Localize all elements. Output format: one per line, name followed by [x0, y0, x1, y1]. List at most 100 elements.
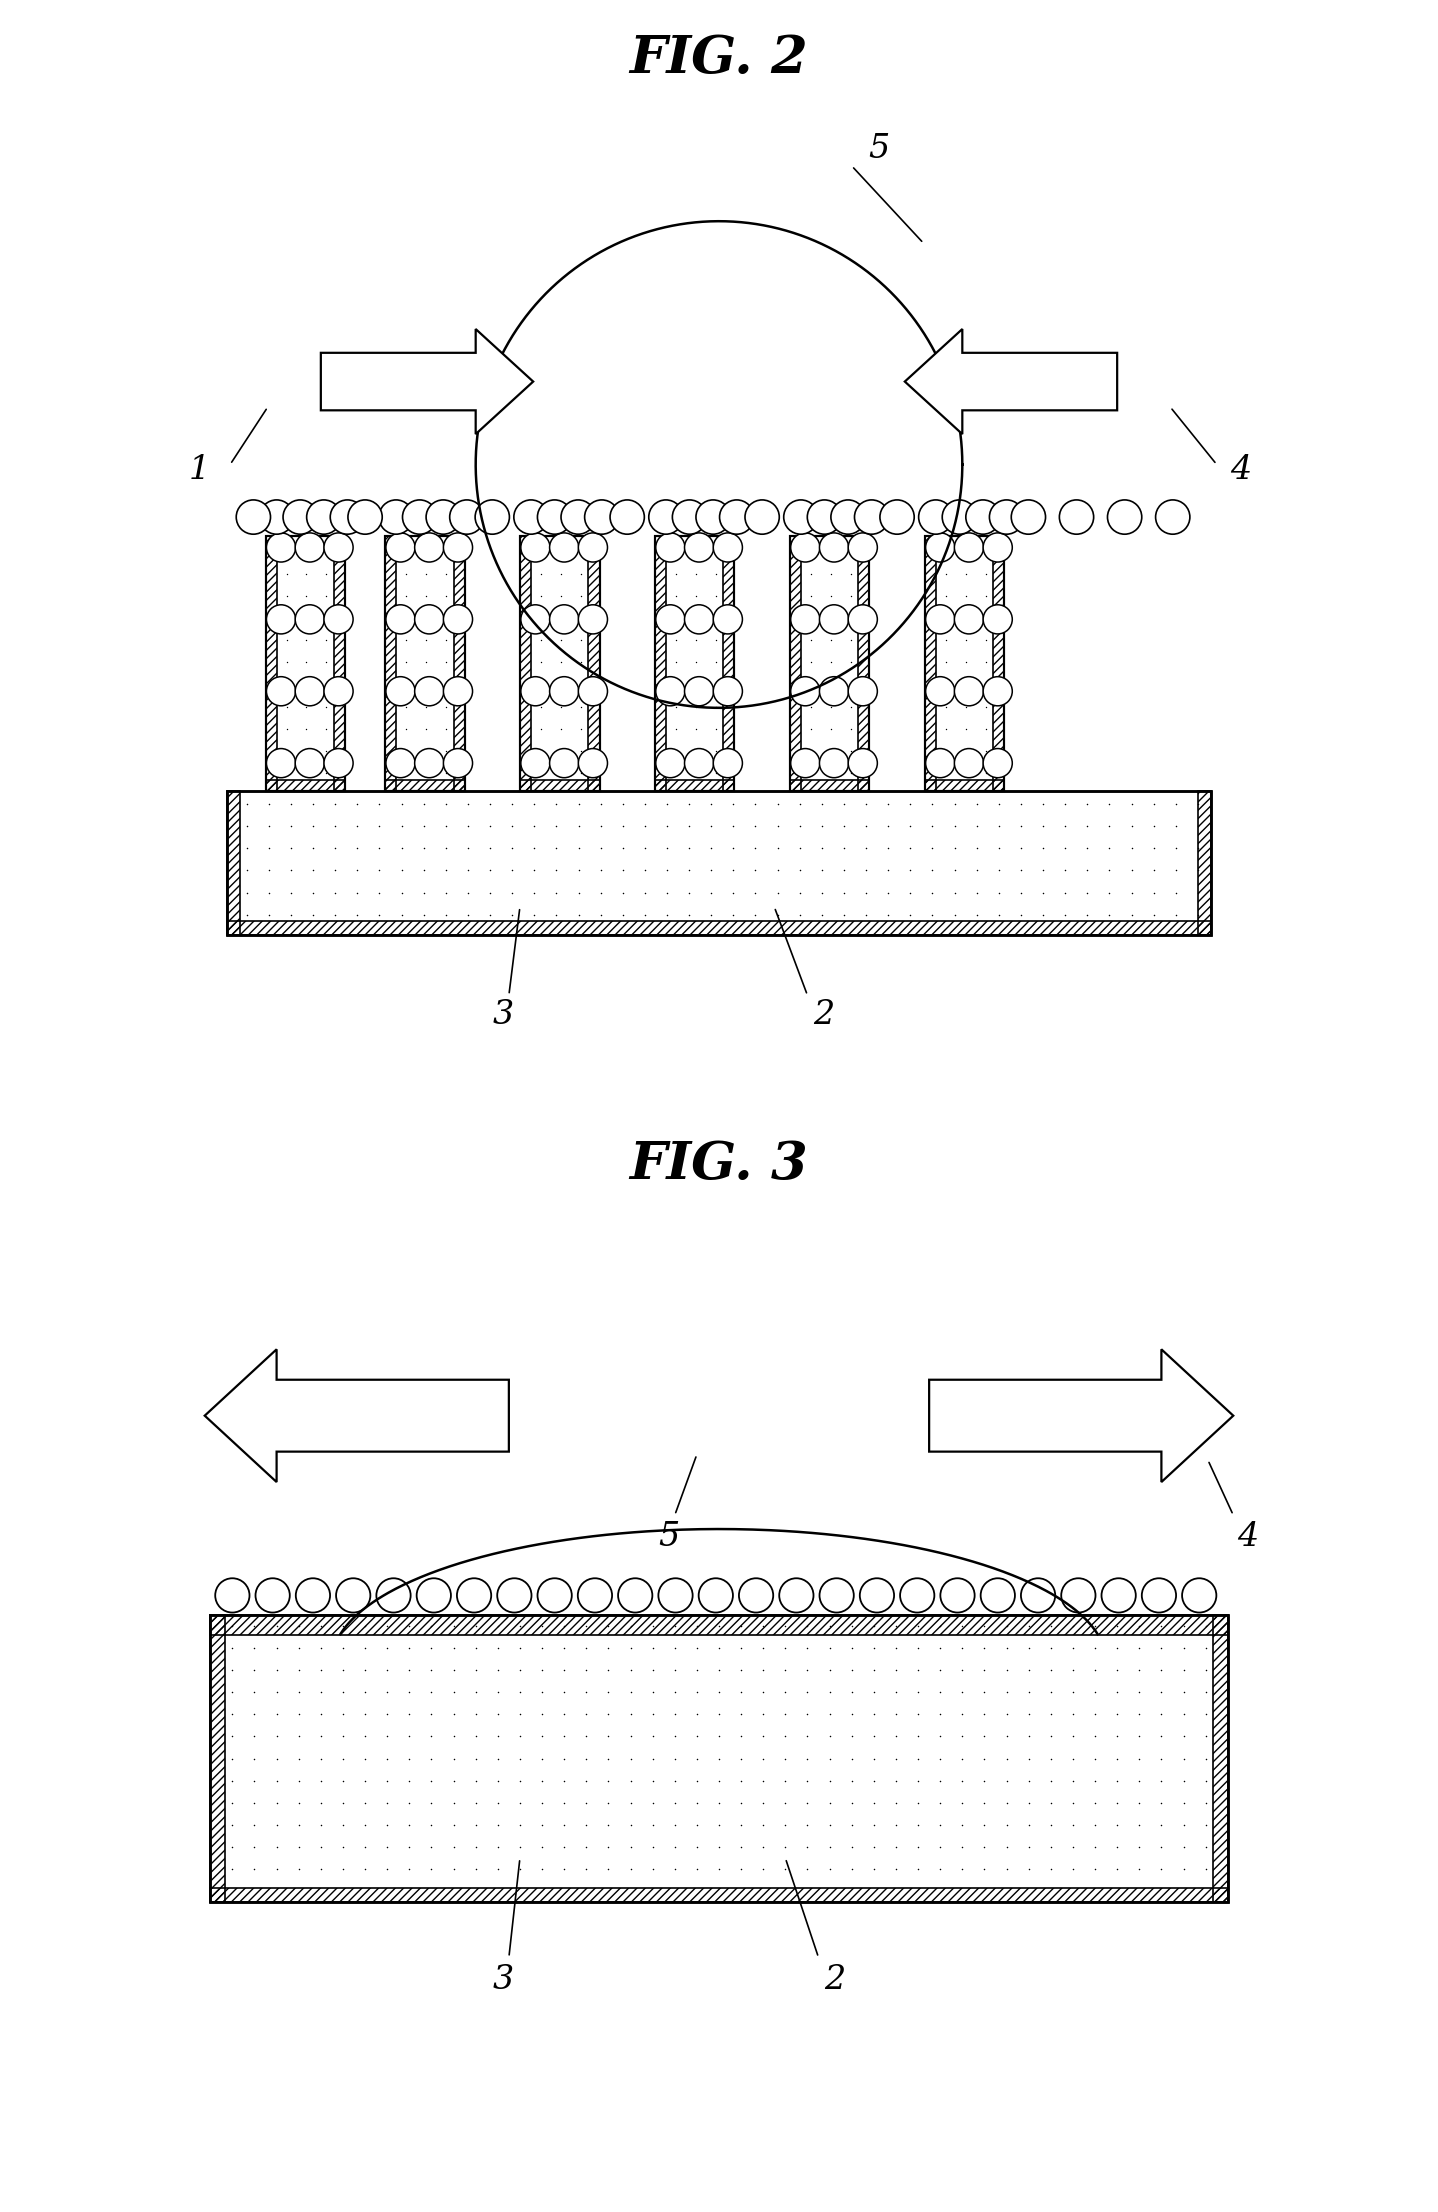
Circle shape [713, 677, 742, 706]
Circle shape [940, 1579, 975, 1613]
Bar [334, 535, 345, 792]
Circle shape [324, 677, 354, 706]
Circle shape [236, 500, 270, 533]
Text: 3: 3 [493, 1964, 513, 1995]
Circle shape [443, 677, 473, 706]
Circle shape [414, 604, 444, 635]
Circle shape [578, 748, 607, 779]
Circle shape [684, 748, 713, 779]
Circle shape [295, 677, 325, 706]
Circle shape [699, 1579, 733, 1613]
Circle shape [820, 748, 848, 779]
Bar [925, 535, 1004, 792]
Text: 5: 5 [869, 133, 890, 166]
Bar [789, 535, 801, 792]
Circle shape [1156, 500, 1189, 533]
Circle shape [779, 1579, 814, 1613]
Circle shape [696, 500, 731, 533]
Bar [266, 781, 345, 792]
Circle shape [1102, 1579, 1136, 1613]
Circle shape [820, 604, 848, 635]
Circle shape [848, 533, 877, 562]
Circle shape [784, 500, 818, 533]
Circle shape [336, 1579, 371, 1613]
Circle shape [324, 533, 354, 562]
Circle shape [926, 677, 955, 706]
Bar [789, 535, 870, 792]
Circle shape [578, 677, 607, 706]
Circle shape [860, 1579, 894, 1613]
Circle shape [1021, 1579, 1055, 1613]
Circle shape [984, 677, 1012, 706]
Circle shape [713, 533, 742, 562]
Polygon shape [929, 1349, 1234, 1482]
Text: 1: 1 [188, 453, 210, 487]
Circle shape [443, 748, 473, 779]
Circle shape [745, 500, 779, 533]
Bar [227, 920, 1211, 933]
Circle shape [549, 748, 578, 779]
Circle shape [656, 604, 684, 635]
Circle shape [955, 604, 984, 635]
Circle shape [848, 604, 877, 635]
Bar [227, 792, 1211, 933]
Circle shape [513, 500, 548, 533]
Bar [654, 535, 735, 792]
Circle shape [656, 533, 684, 562]
Circle shape [295, 748, 325, 779]
Circle shape [578, 533, 607, 562]
Bar [210, 1889, 1228, 1902]
Bar [521, 781, 600, 792]
Circle shape [521, 533, 549, 562]
Circle shape [719, 500, 754, 533]
Circle shape [984, 604, 1012, 635]
Circle shape [618, 1579, 653, 1613]
Circle shape [561, 500, 595, 533]
Bar [521, 535, 531, 792]
Circle shape [984, 748, 1012, 779]
Bar [1214, 1615, 1228, 1902]
Circle shape [498, 1579, 532, 1613]
Bar [521, 535, 600, 792]
Bar [789, 781, 870, 792]
Circle shape [955, 533, 984, 562]
Circle shape [900, 1579, 935, 1613]
Circle shape [266, 748, 296, 779]
Circle shape [324, 604, 354, 635]
Text: FIG. 2: FIG. 2 [630, 33, 808, 84]
Bar [588, 535, 600, 792]
Circle shape [966, 500, 999, 533]
Bar [654, 781, 735, 792]
Circle shape [684, 604, 713, 635]
Circle shape [578, 1579, 613, 1613]
Circle shape [659, 1579, 693, 1613]
Polygon shape [905, 330, 1117, 434]
Polygon shape [204, 1349, 509, 1482]
Circle shape [926, 604, 955, 635]
Circle shape [414, 748, 444, 779]
Circle shape [649, 500, 683, 533]
Circle shape [791, 533, 820, 562]
Circle shape [549, 677, 578, 706]
Polygon shape [321, 330, 533, 434]
Circle shape [443, 533, 473, 562]
Circle shape [295, 604, 325, 635]
Circle shape [610, 500, 644, 533]
Circle shape [684, 677, 713, 706]
Circle shape [385, 677, 416, 706]
Bar [210, 1615, 1228, 1635]
Circle shape [378, 500, 413, 533]
Bar [1198, 792, 1211, 933]
Circle shape [942, 500, 976, 533]
Circle shape [538, 1579, 572, 1613]
Circle shape [820, 677, 848, 706]
Circle shape [955, 748, 984, 779]
Circle shape [713, 604, 742, 635]
Circle shape [955, 677, 984, 706]
Circle shape [854, 500, 889, 533]
Circle shape [306, 500, 341, 533]
Bar [521, 535, 600, 792]
Bar [227, 792, 1211, 933]
Circle shape [1011, 500, 1045, 533]
Circle shape [266, 604, 296, 635]
